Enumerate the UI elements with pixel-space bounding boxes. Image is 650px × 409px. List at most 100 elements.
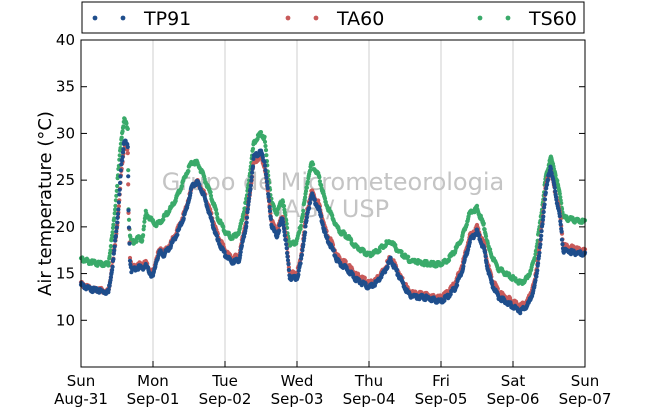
data-point: [280, 219, 286, 224]
data-point: [267, 198, 272, 203]
data-point: [267, 209, 273, 214]
data-point: [113, 233, 118, 239]
data-point: [113, 207, 118, 212]
data-point: [246, 202, 251, 207]
data-point: [161, 217, 166, 222]
legend-marker: [285, 15, 291, 21]
data-point: [112, 244, 117, 249]
data-point: [126, 217, 132, 222]
data-point: [474, 203, 480, 208]
x-tick-label-day: Mon: [137, 372, 169, 390]
data-point: [284, 221, 289, 226]
data-point: [116, 207, 121, 212]
data-point: [263, 172, 269, 177]
data-point: [483, 254, 488, 259]
data-point: [331, 248, 336, 253]
data-point: [106, 287, 111, 292]
data-point: [127, 258, 133, 263]
data-point: [304, 218, 309, 223]
data-point: [134, 239, 139, 244]
data-point: [311, 162, 316, 167]
data-point: [114, 229, 119, 234]
data-point: [264, 175, 269, 180]
data-point: [535, 268, 540, 273]
legend-marker: [313, 15, 319, 21]
x-tick-label-day: Thu: [354, 372, 383, 390]
data-point: [126, 168, 131, 173]
data-point: [459, 237, 464, 242]
data-point: [120, 155, 125, 160]
data-point: [106, 260, 111, 266]
data-point: [239, 243, 244, 248]
data-point: [312, 197, 317, 203]
data-point: [464, 222, 469, 227]
data-point: [116, 204, 121, 209]
data-point: [285, 258, 291, 263]
data-point: [263, 168, 268, 173]
data-point: [296, 272, 301, 277]
x-tick-label-day: Sat: [501, 372, 526, 390]
data-point: [558, 219, 563, 224]
data-point: [304, 185, 309, 190]
x-tick-label-date: Sep-04: [343, 390, 396, 408]
data-point: [539, 233, 544, 238]
data-point: [300, 248, 305, 253]
data-point: [282, 229, 287, 234]
data-point: [303, 195, 308, 200]
data-point: [446, 258, 452, 263]
data-point: [559, 229, 564, 234]
x-tick-label-day: Tue: [211, 372, 238, 390]
data-point: [281, 226, 287, 231]
data-point: [296, 268, 301, 273]
data-point: [214, 212, 220, 217]
data-point: [216, 238, 221, 243]
data-point: [308, 200, 313, 205]
data-point: [126, 182, 131, 187]
data-point: [406, 254, 411, 259]
series-ts60: [78, 116, 588, 286]
data-point: [125, 126, 130, 131]
y-tick-label: 40: [56, 31, 75, 49]
y-tick-label: 20: [56, 218, 75, 236]
data-point: [117, 187, 122, 192]
data-point: [543, 190, 548, 195]
data-point: [242, 234, 247, 239]
data-point: [285, 251, 290, 256]
x-tick-label-date: Sep-03: [271, 390, 324, 408]
data-point: [263, 143, 268, 149]
data-point: [208, 190, 213, 195]
data-point: [248, 187, 253, 192]
data-point: [120, 129, 125, 134]
data-point: [540, 222, 545, 227]
data-point: [545, 182, 550, 187]
legend-item-ts60: TS60: [477, 8, 577, 30]
data-point: [559, 237, 565, 242]
data-point: [115, 220, 120, 225]
data-point: [301, 208, 306, 213]
data-point: [285, 254, 290, 259]
legend-label: TP91: [143, 8, 191, 30]
data-point: [317, 175, 322, 180]
data-point: [536, 254, 542, 259]
data-point: [401, 281, 406, 286]
x-tick-label-date: Sep-07: [559, 390, 612, 408]
legend-marker: [505, 15, 511, 21]
data-point: [518, 311, 523, 316]
data-point: [280, 199, 286, 205]
data-point: [119, 135, 124, 140]
data-point: [120, 158, 125, 163]
data-point: [542, 202, 547, 207]
data-point: [114, 225, 119, 230]
x-tick-label-date: Aug-31: [54, 390, 108, 408]
data-point: [284, 242, 289, 247]
legend-label: TA60: [336, 8, 384, 30]
data-point: [110, 267, 115, 273]
data-point: [197, 182, 202, 187]
data-point: [125, 151, 130, 156]
axes-frame: [80, 39, 586, 368]
data-point: [248, 183, 253, 188]
data-point: [538, 237, 543, 242]
data-point: [472, 210, 477, 215]
